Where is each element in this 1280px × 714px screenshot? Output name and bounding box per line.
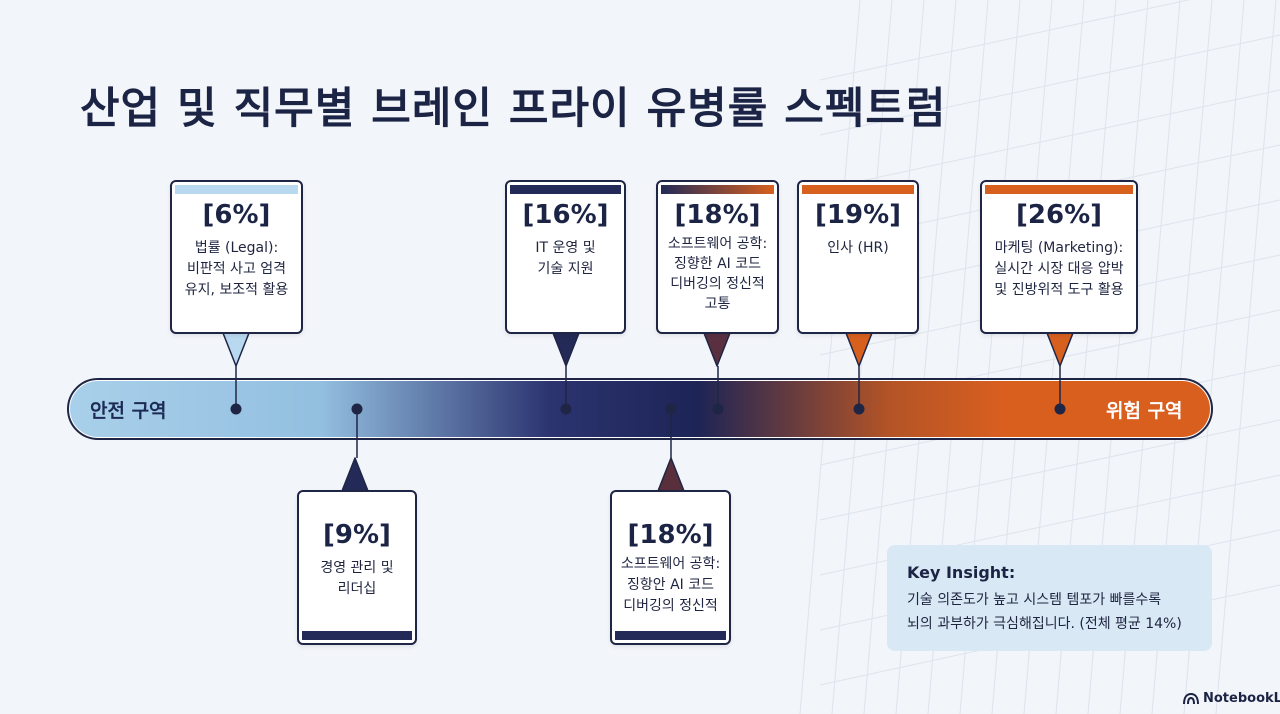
spectrum-bar-fill — [70, 381, 1210, 437]
callout-it: [16%] IT 운영 및 기술 지원 — [505, 180, 626, 334]
callout-management: [9%] 경영 관리 및 리더십 — [297, 490, 417, 645]
key-insight-box: Key Insight: 기술 의존도가 높고 시스템 템포가 빠를수록 뇌의 … — [887, 545, 1212, 651]
callout-software-engineering-above: [18%] 소프트웨어 공학: 징향한 AI 코드 디버깅의 정신적 고통 — [656, 180, 779, 334]
callout-percent: [19%] — [815, 200, 901, 230]
callout-description: 인사 (HR) — [827, 240, 889, 256]
callout-accent-strip — [510, 185, 621, 194]
danger-zone-label: 위험 구역 — [1106, 400, 1183, 422]
marker-dot — [230, 403, 242, 415]
callout-percent: [9%] — [323, 520, 391, 550]
callout-marketing: [26%] 마케팅 (Marketing): 실시간 시장 대응 압박 및 진방… — [980, 180, 1138, 334]
callout-description: 소프트웨어 공학: 징항안 AI 코드 디버깅의 정신적 — [620, 556, 721, 614]
callout-percent: [18%] — [674, 200, 761, 230]
key-insight-title: Key Insight: — [907, 563, 1016, 582]
callout-percent: [18%] — [627, 520, 714, 550]
callout-accent-strip — [985, 185, 1133, 194]
callout-hr: [19%] 인사 (HR) — [797, 180, 919, 334]
marker-dot — [1054, 403, 1066, 415]
brand-name: NotebookLM — [1203, 691, 1280, 706]
callout-percent: [16%] — [522, 200, 609, 230]
marker-dot — [853, 403, 865, 415]
callout-accent-strip — [661, 185, 774, 194]
callout-percent: [26%] — [1016, 200, 1102, 230]
marker-dot — [560, 403, 572, 415]
callout-description: 마케팅 (Marketing): 실시간 시장 대응 압박 및 진방위적 도구 … — [994, 240, 1124, 298]
callout-accent-strip — [175, 185, 298, 194]
callout-description: 경영 관리 및 리더십 — [320, 560, 394, 597]
safe-zone-label: 안전 구역 — [90, 400, 167, 422]
callout-software-engineering-below: [18%] 소프트웨어 공학: 징항안 AI 코드 디버깅의 정신적 — [610, 490, 731, 645]
callout-accent-strip — [302, 631, 412, 640]
page-title: 산업 및 직무별 브레인 프라이 유병률 스펙트럼 — [80, 84, 947, 134]
callout-description: IT 운영 및 기술 지원 — [535, 240, 596, 277]
notebooklm-brand: NotebookLM — [1183, 691, 1280, 706]
key-insight-text: 기술 의존도가 높고 시스템 템포가 빠를수록 뇌의 과부하가 극심해집니다. … — [907, 592, 1182, 632]
callout-description: 법률 (Legal): 비판적 사고 엄격 유지, 보조적 활용 — [184, 240, 289, 298]
marker-dot — [712, 403, 724, 415]
marker-dot — [351, 403, 363, 415]
connector-it — [552, 332, 580, 415]
callout-accent-strip — [615, 631, 726, 640]
callout-accent-strip — [802, 185, 914, 194]
connector-management — [341, 403, 369, 492]
notebooklm-logo-icon — [1183, 692, 1199, 704]
callout-description: 소프트웨어 공학: 징향한 AI 코드 디버깅의 정신적 고통 — [667, 236, 768, 312]
callout-legal: [6%] 법률 (Legal): 비판적 사고 엄격 유지, 보조적 활용 — [170, 180, 303, 334]
callout-percent: [6%] — [202, 200, 271, 230]
connector-software-below — [657, 403, 685, 492]
marker-dot — [665, 403, 677, 415]
